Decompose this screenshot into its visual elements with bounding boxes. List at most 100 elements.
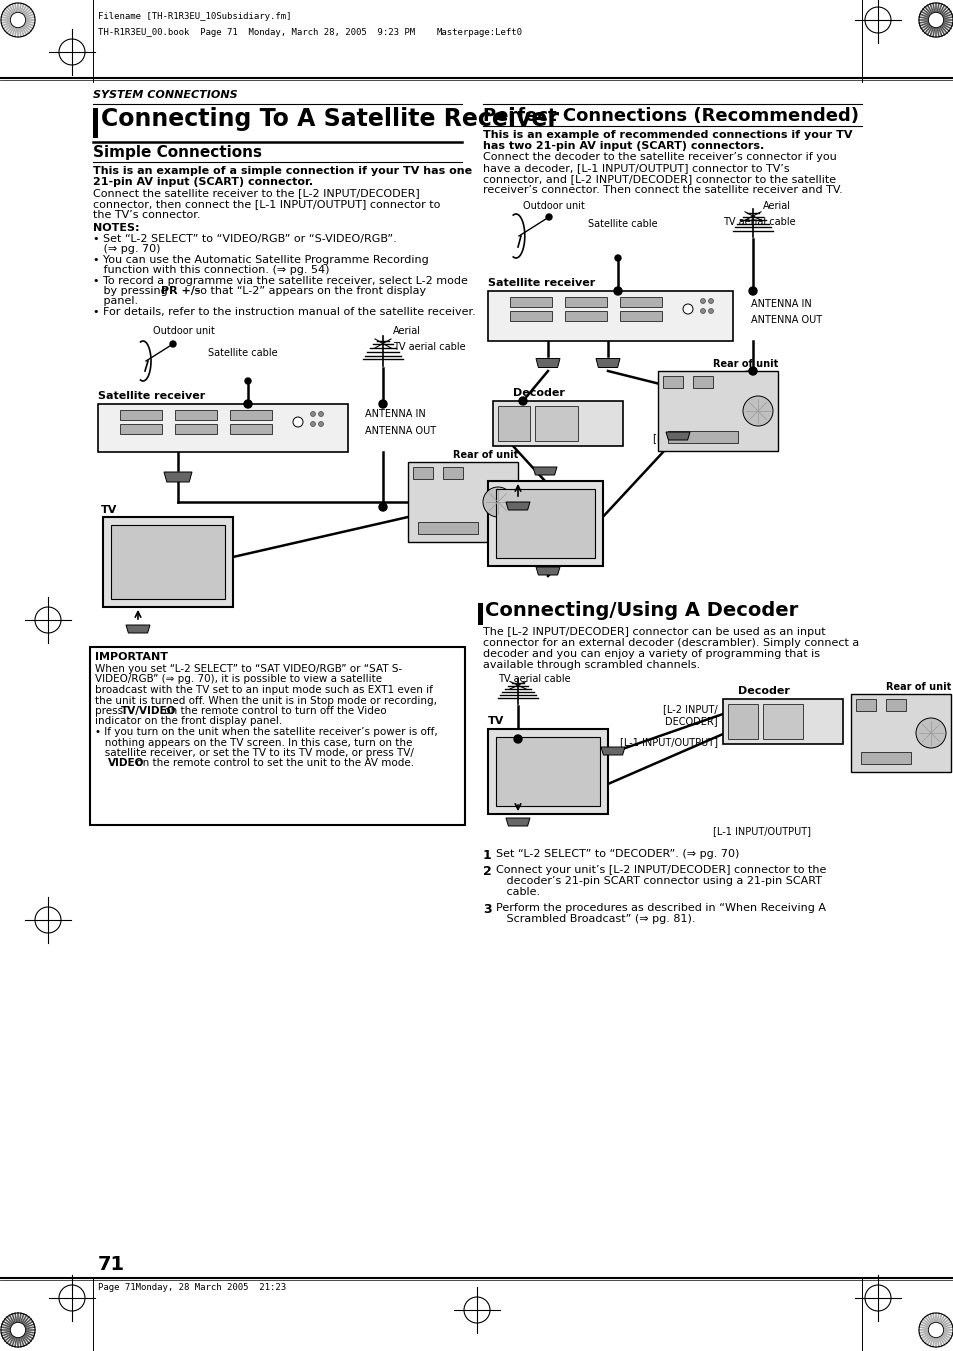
Circle shape [378, 400, 387, 408]
Text: TV: TV [485, 469, 502, 480]
Text: [L-1 INPUT/OUTPUT]: [L-1 INPUT/OUTPUT] [619, 738, 718, 747]
Bar [92, 108, 98, 138]
Text: TH-R1R3EU_00.book  Page 71  Monday, March 28, 2005  9:23 PM: TH-R1R3EU_00.book Page 71 Monday, March … [98, 28, 415, 36]
Text: 2: 2 [482, 865, 491, 878]
Text: so that “L-2” appears on the front display: so that “L-2” appears on the front displ… [191, 286, 425, 296]
Bar [885, 698, 905, 711]
Text: VIDEO: VIDEO [108, 758, 144, 769]
Text: Satellite receiver: Satellite receiver [98, 390, 205, 401]
Bar [413, 467, 433, 480]
Text: connector, and [L-2 INPUT/DECODER] connector to the satellite: connector, and [L-2 INPUT/DECODER] conne… [482, 174, 835, 184]
Text: [L-1 INPUT/OUTPUT]: [L-1 INPUT/OUTPUT] [652, 434, 750, 443]
Text: PR +/–: PR +/– [161, 286, 200, 296]
Text: the unit is turned off. When the unit is in Stop mode or recording,: the unit is turned off. When the unit is… [95, 696, 436, 705]
Bar [488, 730, 607, 815]
Bar [564, 297, 606, 307]
Text: cable.: cable. [496, 888, 539, 897]
Text: broadcast with the TV set to an input mode such as EXT1 even if: broadcast with the TV set to an input mo… [95, 685, 433, 694]
Bar [535, 407, 578, 440]
Text: Rear of unit: Rear of unit [453, 450, 517, 459]
Circle shape [318, 422, 323, 427]
Text: 71: 71 [98, 1255, 125, 1274]
Text: The [L-2 INPUT/DECODER] connector can be used as an input: The [L-2 INPUT/DECODER] connector can be… [482, 627, 824, 638]
Polygon shape [600, 747, 624, 755]
Bar [111, 526, 225, 598]
Bar [722, 698, 842, 744]
Text: Masterpage:Left0: Masterpage:Left0 [436, 28, 522, 36]
Text: on the remote control to turn off the Video: on the remote control to turn off the Vi… [161, 707, 386, 716]
Circle shape [742, 396, 772, 426]
Text: • For details, refer to the instruction manual of the satellite receiver.: • For details, refer to the instruction … [92, 307, 476, 317]
Circle shape [244, 400, 252, 408]
Bar [408, 462, 517, 542]
Circle shape [245, 378, 251, 384]
Circle shape [748, 367, 757, 376]
Circle shape [545, 213, 552, 220]
Text: 1: 1 [482, 848, 491, 862]
Text: ANTENNA IN: ANTENNA IN [365, 409, 425, 419]
Text: decoder’s 21-pin SCART connector using a 21-pin SCART: decoder’s 21-pin SCART connector using a… [496, 875, 821, 886]
Text: Outdoor unit: Outdoor unit [152, 326, 214, 336]
Bar [90, 647, 464, 825]
Polygon shape [536, 567, 559, 576]
Bar [855, 698, 875, 711]
Text: connector for an external decoder (descrambler). Simply connect a: connector for an external decoder (descr… [482, 638, 859, 648]
Text: TV/VIDEO: TV/VIDEO [121, 707, 176, 716]
Text: When you set “L-2 SELECT” to “SAT VIDEO/RGB” or “SAT S-: When you set “L-2 SELECT” to “SAT VIDEO/… [95, 663, 402, 674]
Circle shape [708, 308, 713, 313]
Circle shape [310, 422, 315, 427]
Text: 3: 3 [482, 902, 491, 916]
Circle shape [10, 12, 26, 27]
Bar [667, 431, 738, 443]
Text: on the remote control to set the unit to the AV mode.: on the remote control to set the unit to… [132, 758, 414, 769]
Bar [619, 311, 661, 322]
Text: Connect your unit’s [L-2 INPUT/DECODER] connector to the: Connect your unit’s [L-2 INPUT/DECODER] … [496, 865, 825, 875]
Text: NOTES:: NOTES: [92, 223, 139, 232]
Bar [850, 694, 950, 771]
Bar [120, 424, 162, 434]
Bar [497, 407, 530, 440]
Polygon shape [665, 432, 689, 440]
Bar [98, 404, 348, 453]
Text: TV aerial cable: TV aerial cable [497, 674, 570, 684]
Text: Satellite cable: Satellite cable [587, 219, 657, 230]
Bar [496, 738, 599, 807]
Circle shape [700, 308, 705, 313]
Circle shape [927, 1323, 943, 1337]
Bar [488, 481, 602, 566]
Text: Perfect Connections (Recommended): Perfect Connections (Recommended) [482, 107, 858, 126]
Text: ANTENNA IN: ANTENNA IN [750, 299, 811, 309]
Text: nothing appears on the TV screen. In this case, turn on the: nothing appears on the TV screen. In thi… [95, 738, 412, 747]
Text: This is an example of recommended connections if your TV: This is an example of recommended connec… [482, 130, 852, 141]
Text: • To record a programme via the satellite receiver, select L-2 mode: • To record a programme via the satellit… [92, 276, 467, 286]
Text: [L-2 INPUT/
DECODER]: [L-2 INPUT/ DECODER] [660, 376, 715, 397]
Text: satellite receiver, or set the TV to its TV mode, or press TV/: satellite receiver, or set the TV to its… [95, 748, 414, 758]
Text: (⇒ pg. 70): (⇒ pg. 70) [92, 245, 160, 254]
Bar [762, 704, 802, 739]
Bar [417, 521, 477, 534]
Text: • If you turn on the unit when the satellite receiver’s power is off,: • If you turn on the unit when the satel… [95, 727, 437, 738]
Text: decoder and you can enjoy a variety of programming that is: decoder and you can enjoy a variety of p… [482, 648, 820, 659]
Bar [120, 409, 162, 420]
Bar [477, 603, 482, 626]
Text: ANTENNA OUT: ANTENNA OUT [365, 426, 436, 436]
Bar [103, 517, 233, 607]
Text: Decoder: Decoder [513, 388, 564, 399]
Text: [L-1 INPUT/OUTPUT]: [L-1 INPUT/OUTPUT] [413, 517, 511, 527]
Text: Aerial: Aerial [393, 326, 420, 336]
Circle shape [927, 12, 943, 27]
Text: • Set “L-2 SELECT” to “VIDEO/RGB” or “S-VIDEO/RGB”.: • Set “L-2 SELECT” to “VIDEO/RGB” or “S-… [92, 234, 396, 245]
Text: TV aerial cable: TV aerial cable [393, 342, 465, 353]
Bar [493, 401, 622, 446]
Text: Connecting/Using A Decoder: Connecting/Using A Decoder [484, 601, 798, 620]
Text: [L-1 INPUT/OUTPUT]: [L-1 INPUT/OUTPUT] [712, 825, 810, 836]
Text: SYSTEM CONNECTIONS: SYSTEM CONNECTIONS [92, 91, 237, 100]
Polygon shape [533, 467, 557, 476]
Text: Scrambled Broadcast” (⇒ pg. 81).: Scrambled Broadcast” (⇒ pg. 81). [496, 915, 695, 924]
Circle shape [170, 340, 175, 347]
Bar [692, 376, 712, 388]
Bar [510, 311, 552, 322]
Text: Connecting To A Satellite Receiver: Connecting To A Satellite Receiver [101, 107, 558, 131]
Text: has two 21-pin AV input (SCART) connectors.: has two 21-pin AV input (SCART) connecto… [482, 141, 763, 151]
Polygon shape [164, 471, 192, 482]
